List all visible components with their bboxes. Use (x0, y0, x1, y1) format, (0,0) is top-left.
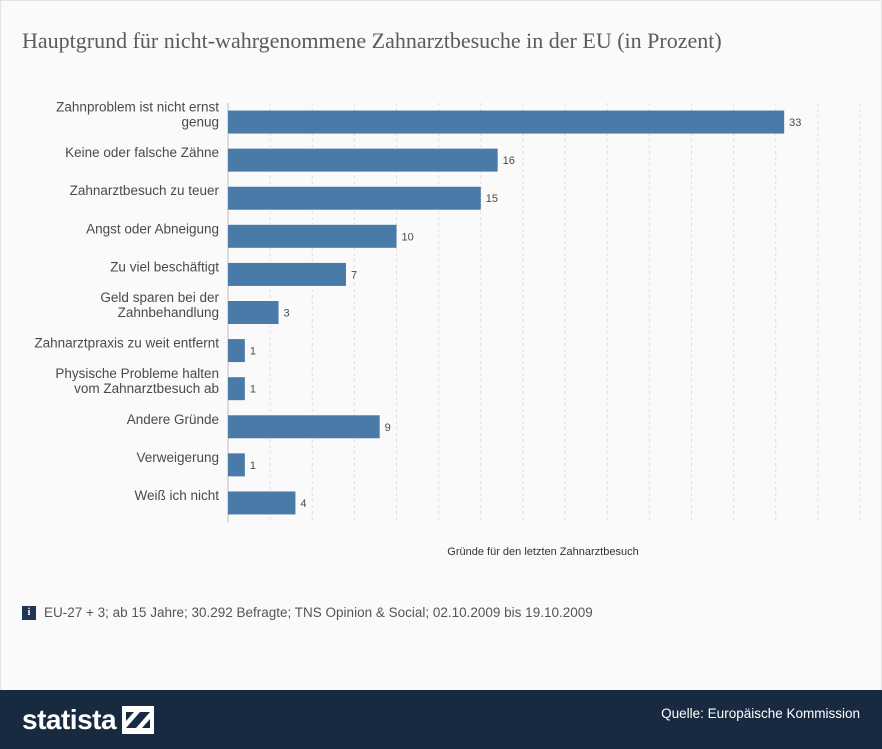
value-label: 9 (385, 422, 391, 434)
footer: statista Quelle: Europäische Kommission (0, 690, 882, 749)
bars (228, 110, 785, 515)
bar[interactable] (228, 339, 245, 363)
bar[interactable] (228, 110, 785, 134)
category-label: Zahnproblem ist nicht ernst genug (56, 100, 219, 130)
category-labels: Zahnproblem ist nicht ernst genug Keine od… (34, 100, 219, 503)
category-label: Physische Probleme halten vom Zahnarztbes… (55, 366, 219, 396)
category-label: Zahnarztpraxis zu weit entfernt (34, 336, 219, 351)
value-label: 4 (300, 498, 306, 510)
bar[interactable] (228, 415, 380, 439)
value-labels: 33 16 15 10 7 3 1 1 9 1 4 (250, 117, 802, 510)
brand-name: statista (22, 704, 117, 735)
bar-chart: Zahnproblem ist nicht ernst genug Keine od… (34, 100, 861, 558)
statista-brand[interactable]: statista (22, 704, 155, 736)
chart-title: Hauptgrund für nicht-wahrgenommene Zahna… (22, 28, 722, 53)
bar[interactable] (228, 186, 481, 210)
value-label: 3 (284, 308, 290, 320)
bar[interactable] (228, 301, 279, 324)
bar[interactable] (228, 224, 397, 248)
bar[interactable] (228, 377, 245, 401)
statista-logo-icon (122, 706, 155, 734)
category-label: Geld sparen bei der Zahnbehandlung (100, 290, 219, 320)
value-label: 15 (486, 193, 498, 205)
bar[interactable] (228, 491, 296, 515)
category-label: Zu viel beschäftigt (110, 259, 219, 274)
info-note: i EU-27 + 3; ab 15 Jahre; 30.292 Befragt… (22, 605, 593, 620)
value-label: 1 (250, 460, 256, 472)
value-label: 16 (503, 155, 515, 167)
value-label: 7 (351, 269, 357, 281)
info-text: EU-27 + 3; ab 15 Jahre; 30.292 Befragte;… (44, 605, 593, 620)
category-label: Zahnarztbesuch zu teuer (70, 183, 220, 198)
value-label: 33 (789, 117, 801, 129)
info-icon[interactable]: i (22, 605, 36, 620)
value-label: 1 (250, 384, 256, 396)
value-label: 10 (402, 231, 414, 243)
bar[interactable] (228, 262, 346, 286)
value-label: 1 (250, 346, 256, 358)
category-label: Verweigerung (136, 450, 219, 465)
x-axis-label: Gründe für den letzten Zahnarztbesuch (447, 546, 638, 558)
source-note: Quelle: Europäische Kommission (661, 706, 860, 721)
category-label: Keine oder falsche Zähne (65, 145, 219, 160)
bar[interactable] (228, 453, 245, 477)
bar[interactable] (228, 148, 498, 172)
category-label: Weiß ich nicht (134, 488, 219, 503)
category-label: Andere Gründe (127, 412, 219, 427)
category-label: Angst oder Abneigung (86, 221, 219, 236)
